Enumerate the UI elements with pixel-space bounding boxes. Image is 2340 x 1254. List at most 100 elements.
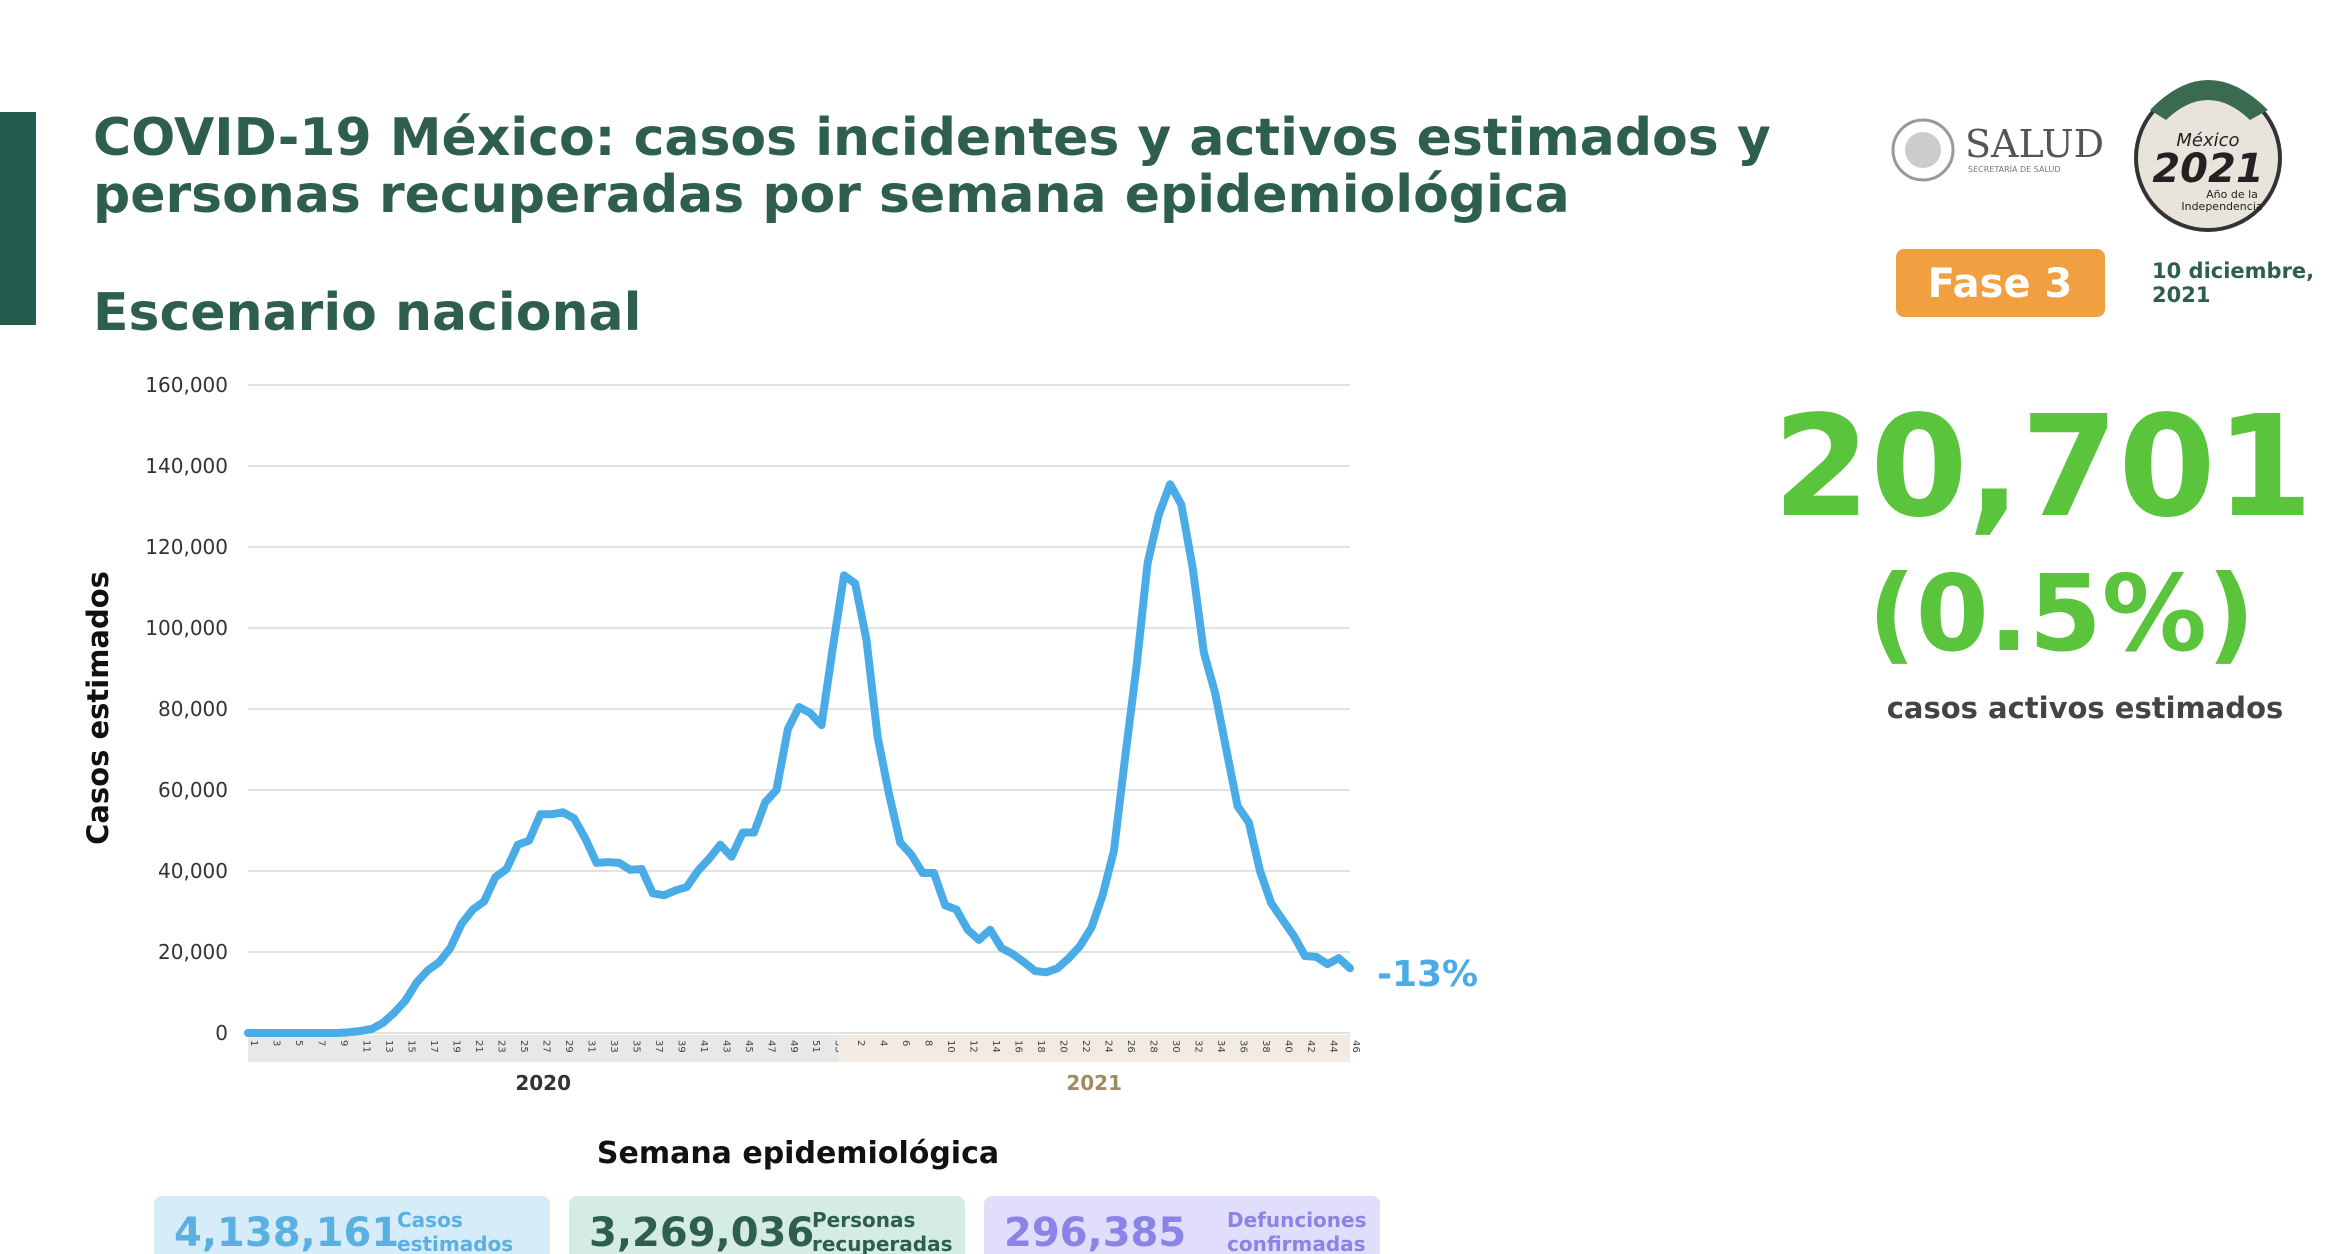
x-tick-label: 4 [878, 1040, 889, 1046]
x-tick-label: 26 [1125, 1040, 1136, 1053]
subtitle: Escenario nacional [93, 283, 641, 343]
y-tick-label: 20,000 [158, 940, 228, 964]
summary-value: 4,138,161 [174, 1210, 399, 1254]
active-label: casos activos estimados [1887, 691, 2284, 725]
plot: 0 20,000 40,000 60,000 80,000 100,000 120,000 1… [145, 373, 1478, 1095]
x-tick-label: 29 [563, 1040, 574, 1053]
date-line: 2021 [2152, 283, 2210, 307]
phase-badge [1896, 249, 2105, 317]
x-tick-label: 13 [383, 1040, 394, 1053]
x-tick-label: 47 [765, 1040, 776, 1053]
date-line: 10 diciembre, [2152, 259, 2314, 283]
x-tick-label: 25 [518, 1040, 529, 1053]
x-tick-label: 7 [315, 1040, 326, 1046]
salud-logo: SALUD SECRETARÍA DE SALUD [1891, 118, 2104, 182]
y-tick-label: 60,000 [158, 778, 228, 802]
emblem-year: 2021 [2152, 146, 2263, 192]
x-tick-label: 30 [1170, 1040, 1181, 1053]
x-tick-label: 8 [923, 1040, 934, 1046]
x-tick-label: 1 [248, 1040, 259, 1046]
x-tick-label: 16 [1013, 1040, 1024, 1053]
y-axis-title: Casos estimados [81, 571, 115, 845]
emblem-text: Año de la [2206, 188, 2258, 201]
y-tick-label: 160,000 [145, 373, 228, 397]
x-tick-label: 31 [585, 1040, 596, 1053]
summary-label: Defunciones [1227, 1208, 1367, 1232]
x-tick-label: 28 [1148, 1040, 1159, 1053]
x-axis-band [248, 1035, 839, 1062]
x-tick-label: 38 [1260, 1040, 1271, 1053]
x-tick-label: 35 [630, 1040, 641, 1053]
x-tick-label: 9 [338, 1040, 349, 1046]
y-tick-label: 0 [215, 1021, 228, 1045]
summary-box [984, 1196, 1380, 1254]
x-tick-label: 39 [675, 1040, 686, 1053]
summary-label: estimados [397, 1232, 513, 1254]
x-tick-label: 14 [990, 1040, 1001, 1053]
x-tick-label: 2 [855, 1040, 866, 1046]
x-tick-label: 12 [968, 1040, 979, 1053]
active-percent: (0.5%) [1868, 553, 2255, 675]
anniversary-logo: México 2021 Año de la Independencia [2134, 80, 2282, 232]
x-tick-label: 6 [900, 1040, 911, 1046]
summary-box [154, 1196, 550, 1254]
x-tick-label: 15 [405, 1040, 416, 1053]
annotation: -13% [1377, 954, 1478, 995]
x-tick-label: 27 [540, 1040, 551, 1053]
title-line: COVID-19 México: casos incidentes y acti… [93, 108, 1771, 168]
active-value: 20,701 [1773, 386, 2313, 549]
x-axis-band [838, 1035, 1350, 1062]
x-tick-label: 43 [720, 1040, 731, 1053]
title-line: personas recuperadas por semana epidemio… [93, 165, 1570, 225]
x-tick-label: 33 [608, 1040, 619, 1053]
x-tick-label: 23 [495, 1040, 506, 1053]
x-tick-label: 49 [788, 1040, 799, 1053]
summary-label: Casos [397, 1208, 463, 1232]
y-tick-label: 80,000 [158, 697, 228, 721]
x-tick-label: 51 [810, 1040, 821, 1053]
series-line [244, 480, 1354, 1037]
x-tick-label: 17 [428, 1040, 439, 1053]
y-tick-label: 140,000 [145, 454, 228, 478]
x-tick-label: 41 [698, 1040, 709, 1053]
accent-bar [0, 112, 36, 325]
x-axis-title: Semana epidemiológica [597, 1136, 999, 1171]
summary-label: confirmadas [1227, 1232, 1366, 1254]
seal-center [1905, 132, 1941, 168]
salud-sub: SECRETARÍA DE SALUD [1968, 163, 2061, 174]
x-tick-label: 32 [1193, 1040, 1204, 1053]
x-tick-label: 36 [1238, 1040, 1249, 1053]
x-tick-label: 34 [1215, 1040, 1226, 1053]
x-tick-label: 18 [1035, 1040, 1046, 1053]
x-tick-label: 42 [1305, 1040, 1316, 1053]
y-tick-label: 40,000 [158, 859, 228, 883]
emblem-crest [2150, 80, 2268, 120]
x-tick-label: 40 [1283, 1040, 1294, 1053]
summary-box [569, 1196, 965, 1254]
x-tick-label: 22 [1080, 1040, 1091, 1053]
x-tick-label: 19 [450, 1040, 461, 1053]
x-group-label: 2021 [1066, 1071, 1122, 1095]
x-tick-label: 21 [473, 1040, 484, 1053]
x-tick-label: 20 [1058, 1040, 1069, 1053]
phase-text: Fase 3 [1928, 261, 2073, 307]
summary-label: Personas [812, 1208, 915, 1232]
summary-label: recuperadas [812, 1232, 952, 1254]
x-group-label: 2020 [515, 1071, 571, 1095]
x-tick-label: 11 [360, 1040, 371, 1053]
y-tick-label: 120,000 [145, 535, 228, 559]
x-tick-label: 10 [945, 1040, 956, 1053]
x-tick-label: 3 [270, 1040, 281, 1046]
summary-value: 3,269,036 [589, 1210, 814, 1254]
x-tick-label: 44 [1328, 1040, 1339, 1053]
summary-value: 296,385 [1004, 1210, 1186, 1254]
seal [1891, 118, 1955, 182]
salud-text: SALUD [1965, 122, 2104, 166]
emblem-text: México [2176, 130, 2239, 151]
x-tick-label: 46 [1350, 1040, 1361, 1053]
x-tick-label: 24 [1103, 1040, 1114, 1053]
x-tick-label: 37 [653, 1040, 664, 1053]
x-tick-label: 5 [293, 1040, 304, 1046]
